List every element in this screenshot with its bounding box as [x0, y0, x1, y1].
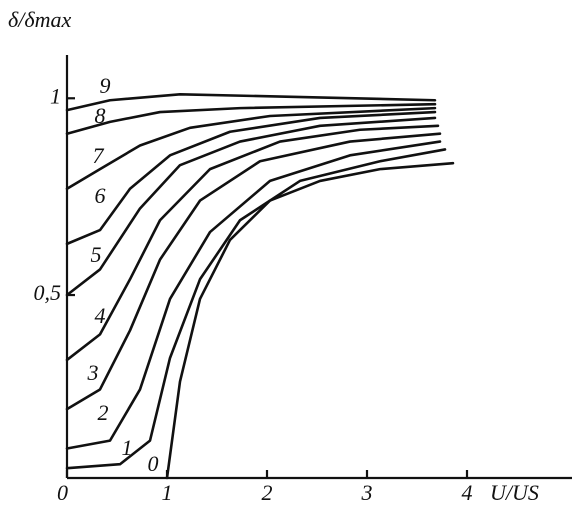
curve: [65, 124, 440, 362]
curve: [65, 132, 442, 411]
curve: [65, 106, 437, 191]
x-tick-label: 4: [462, 480, 473, 505]
x-tick-label: 3: [361, 480, 373, 505]
curve: [65, 116, 437, 297]
curve-label: 5: [91, 242, 102, 267]
curve: [65, 93, 437, 112]
x-tick-label: 0: [57, 480, 68, 505]
curve-label: 7: [93, 143, 105, 168]
curve-label: 4: [95, 303, 106, 328]
y-tick-label: 0,5: [34, 280, 62, 305]
x-tick-label: 2: [262, 480, 273, 505]
curve-label: 2: [98, 400, 109, 425]
curve-label: 9: [100, 73, 111, 98]
y-axis-label: δ/δmax: [8, 7, 71, 32]
x-tick-label: 1: [162, 480, 173, 505]
curve: [65, 140, 442, 450]
x-axis-label: U/US: [490, 480, 539, 505]
curve: [65, 148, 447, 470]
curve-label: 3: [87, 360, 99, 385]
curve: [165, 161, 455, 480]
curve-label: 8: [95, 103, 106, 128]
curve-label: 6: [95, 183, 106, 208]
curve-label: 1: [122, 435, 133, 460]
curve: [65, 102, 437, 135]
y-tick-label: 1: [50, 83, 61, 108]
curve-label: 0: [148, 451, 159, 476]
curve: [65, 110, 437, 246]
